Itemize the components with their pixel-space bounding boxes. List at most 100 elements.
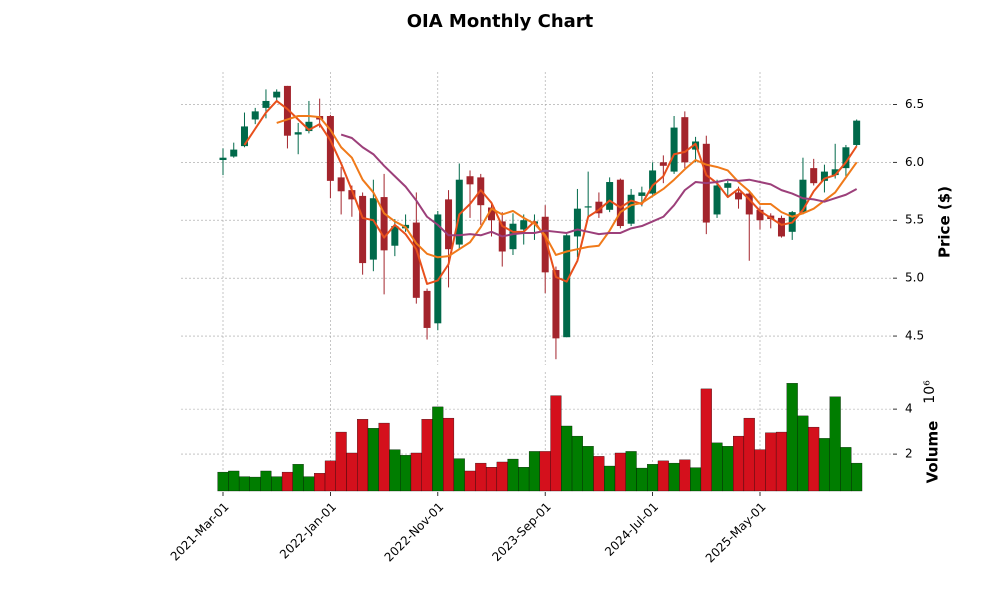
moving-average-line: [340, 133, 858, 238]
volume-bar: [636, 467, 648, 492]
y-tick-label: 6.0: [905, 155, 924, 169]
candle-body: [230, 149, 238, 157]
y-tick-label: 4.5: [905, 329, 924, 343]
candle-body: [509, 223, 517, 250]
y-tick-label: 5.5: [905, 213, 924, 227]
candle-body: [520, 220, 528, 230]
volume-bar: [743, 417, 755, 492]
candle-body: [273, 91, 281, 98]
x-tick-label: 2022-Jan-01: [277, 500, 339, 562]
volume-bar: [346, 452, 358, 492]
x-tick-label: 2025-May-01: [703, 500, 769, 566]
candle-body: [305, 121, 313, 132]
volume-offset-label: 10⁶: [922, 380, 938, 404]
volume-bar: [550, 395, 562, 492]
volume-bar: [765, 432, 777, 492]
volume-bar: [851, 462, 863, 492]
volume-bar: [775, 431, 787, 492]
candle-body: [541, 216, 549, 273]
candle-body: [326, 116, 334, 181]
candle-body: [488, 207, 495, 221]
volume-bar: [475, 462, 487, 492]
candle-body: [756, 209, 764, 221]
volume-bar: [604, 465, 616, 492]
volume-bar: [335, 431, 347, 492]
candle-body: [853, 120, 861, 145]
volume-bar: [464, 470, 476, 492]
volume-bar: [324, 460, 336, 492]
candle-body: [735, 192, 743, 200]
candle-body: [380, 197, 388, 251]
candle-body: [294, 132, 302, 135]
volume-bar: [314, 473, 326, 492]
volume-bar: [303, 476, 315, 492]
candle-body: [369, 198, 377, 260]
volume-axis-label: Volume: [924, 421, 942, 484]
volume-bar: [453, 458, 465, 492]
volume-bar: [228, 470, 240, 492]
volume-tick-label: 4: [905, 402, 913, 416]
volume-bar: [668, 462, 680, 492]
volume-bar: [679, 459, 691, 492]
chart-title: OIA Monthly Chart: [407, 11, 594, 32]
candle-body: [445, 199, 453, 250]
moving-average-line: [243, 99, 858, 285]
candle-body: [455, 179, 463, 245]
candle-body: [552, 270, 560, 339]
volume-bar: [260, 470, 272, 492]
candle-body: [659, 162, 667, 166]
volume-bar: [593, 456, 605, 492]
volume-bar: [271, 476, 283, 492]
candle-body: [670, 127, 678, 172]
volume-bar: [432, 406, 444, 492]
volume-bar: [443, 417, 455, 492]
y-tick-label: 5.0: [905, 271, 924, 285]
x-tick-label: 2022-Nov-01: [382, 500, 447, 565]
candle-body: [251, 111, 259, 120]
candle-body: [219, 157, 227, 161]
x-tick-label: 2021-Mar-01: [168, 500, 232, 564]
candle-body: [359, 195, 367, 264]
candle-body: [434, 214, 442, 324]
volume-bar: [421, 419, 433, 492]
volume-bar: [539, 451, 551, 492]
candle-body: [799, 179, 807, 213]
volume-bar: [528, 451, 540, 492]
volume-bar: [614, 452, 626, 492]
volume-bar: [485, 467, 498, 492]
candle-body: [391, 226, 399, 246]
volume-bar: [797, 415, 809, 492]
candle-body: [638, 192, 646, 196]
volume-bar: [292, 464, 304, 492]
volume-bar: [754, 449, 766, 492]
candle-body: [842, 147, 850, 169]
volume-tick-label: 2: [905, 447, 913, 461]
candle-body: [423, 290, 431, 328]
volume-bar: [561, 425, 573, 492]
candle-body: [745, 193, 753, 215]
volume-bar: [217, 471, 229, 492]
volume-bar: [722, 446, 734, 492]
candle-body: [810, 168, 818, 184]
candle-body: [724, 183, 732, 188]
volume-bar: [700, 388, 712, 492]
volume-bar: [625, 451, 637, 492]
candle-body: [713, 185, 721, 215]
volume-bar: [571, 435, 583, 492]
volume-bar: [582, 446, 594, 492]
candle-body: [466, 176, 474, 185]
candle-body: [573, 208, 581, 237]
candle-body: [584, 206, 592, 208]
candle-body: [283, 85, 291, 136]
volume-bar: [238, 476, 251, 492]
candle-body: [777, 217, 785, 237]
y-axis-label: Price ($): [936, 186, 954, 258]
volume-bar: [840, 447, 852, 492]
volume-bar: [733, 435, 745, 492]
candle-body: [240, 126, 248, 147]
candle-body: [412, 222, 420, 298]
volume-bar: [507, 458, 519, 492]
volume-bar: [281, 471, 293, 492]
